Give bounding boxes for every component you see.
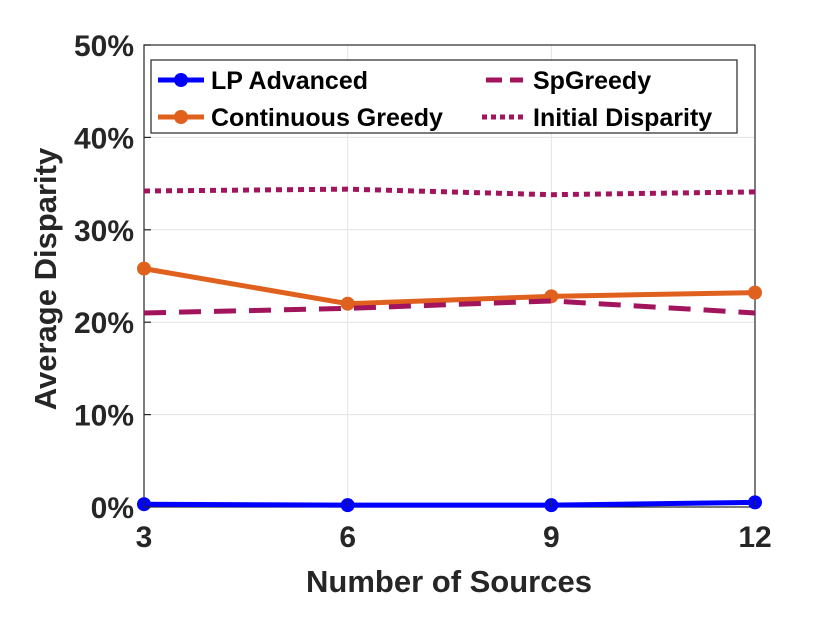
data-point-continuous-greedy	[340, 296, 355, 311]
y-axis-title: Average Disparity	[28, 147, 63, 410]
legend-entry-lp-advanced: LP Advanced	[158, 67, 368, 95]
series-continuous-greedy	[137, 261, 762, 311]
series-line-lp-advanced	[143, 499, 756, 508]
x-tick-label: 9	[543, 521, 560, 554]
y-tick-label: 20%	[74, 307, 134, 340]
data-point-continuous-greedy	[748, 285, 762, 300]
series-layer	[137, 186, 762, 513]
legend-marker	[174, 73, 188, 87]
x-tick-label: 6	[339, 521, 356, 554]
x-axis-ticks: 3 6 9 12	[136, 500, 772, 554]
legend-entry-spgreedy: SpGreedy	[486, 67, 651, 95]
y-tick-label: 30%	[74, 215, 134, 248]
series-initial-disparity	[143, 186, 756, 198]
legend-box	[150, 59, 738, 134]
y-axis-ticks: 0% 10% 20% 30% 40% 50%	[74, 30, 151, 525]
x-axis-title: Number of Sources	[306, 564, 592, 599]
legend-marker	[174, 110, 188, 124]
series-line-continuous-greedy	[143, 266, 756, 307]
legend-label: Initial Disparity	[533, 104, 712, 132]
legend-label: Continuous Greedy	[211, 104, 443, 132]
y-tick-label: 0%	[91, 492, 134, 525]
legend-label: LP Advanced	[211, 67, 368, 95]
legend-label: SpGreedy	[533, 67, 651, 95]
legend: LP Advanced SpGreedy Continuous Greedy Init…	[150, 59, 738, 134]
legend-entry-initial-disparity: Initial Disparity	[482, 104, 712, 132]
series-line-initial-disparity	[143, 186, 756, 198]
series-lp-advanced	[137, 495, 762, 513]
x-tick-label: 3	[136, 521, 153, 554]
y-tick-label: 50%	[74, 30, 134, 63]
y-tick-label: 10%	[74, 400, 134, 433]
y-tick-label: 40%	[74, 122, 134, 155]
x-tick-label: 12	[738, 521, 771, 554]
series-line-spgreedy	[143, 298, 756, 316]
series-spgreedy	[143, 298, 756, 316]
legend-entry-continuous-greedy: Continuous Greedy	[158, 104, 443, 132]
data-point-continuous-greedy	[137, 261, 151, 276]
